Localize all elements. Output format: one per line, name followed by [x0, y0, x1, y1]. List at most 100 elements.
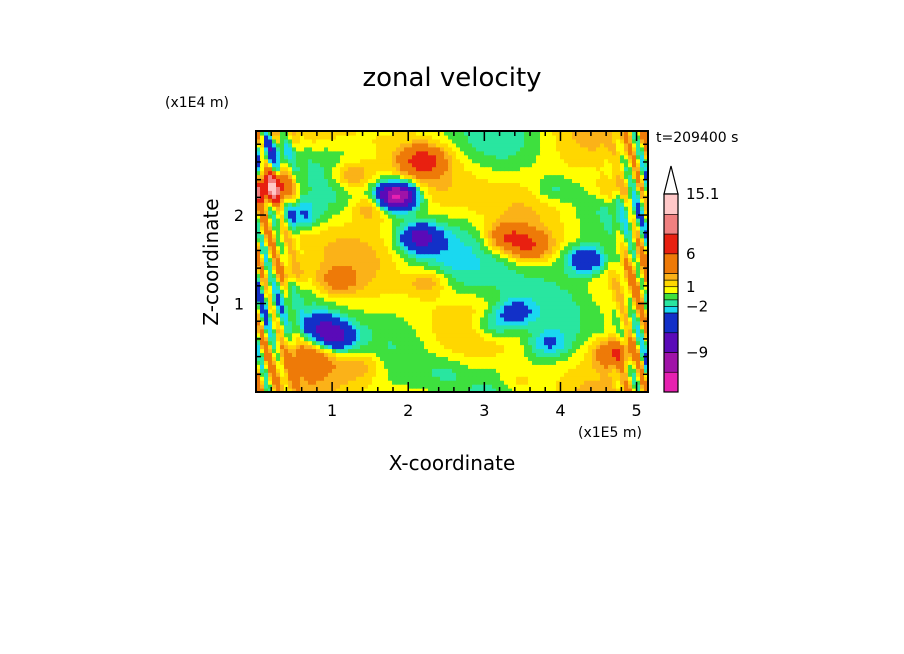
field-cell — [460, 372, 465, 377]
field-cell — [328, 364, 333, 369]
field-cell — [436, 316, 441, 322]
field-cell — [460, 324, 465, 330]
field-cell — [504, 194, 509, 199]
field-cell — [508, 206, 513, 211]
field-cell — [256, 210, 261, 215]
field-cell — [552, 372, 557, 377]
field-cell — [500, 305, 505, 310]
field-cell — [604, 190, 609, 195]
field-cell — [352, 218, 357, 223]
field-cell — [576, 364, 581, 369]
field-cell — [540, 253, 545, 259]
field-cell — [584, 340, 589, 346]
field-cell — [256, 233, 261, 239]
field-cell — [484, 293, 489, 298]
field-cell — [368, 249, 373, 255]
field-cell — [312, 388, 317, 392]
field-cell — [600, 241, 605, 247]
field-cell — [264, 320, 269, 326]
field-cell — [392, 372, 397, 377]
field-cell — [512, 225, 517, 231]
field-cell — [440, 190, 445, 195]
field-cell — [592, 293, 597, 298]
field-cell — [536, 372, 541, 377]
field-cell — [464, 253, 469, 259]
field-cell — [404, 336, 409, 342]
field-cell — [508, 229, 513, 235]
field-cell — [468, 293, 473, 298]
field-cell — [348, 320, 353, 326]
field-cell — [508, 356, 513, 361]
field-cell — [532, 261, 537, 267]
field-cell — [360, 241, 365, 247]
field-cell — [256, 316, 261, 322]
field-cell — [644, 237, 648, 243]
field-cell — [412, 336, 417, 342]
field-cell — [268, 289, 273, 294]
field-cell — [600, 261, 605, 267]
field-cell — [420, 320, 425, 326]
field-cell — [632, 360, 637, 365]
field-cell — [436, 249, 441, 255]
field-cell — [624, 237, 629, 243]
field-cell — [436, 265, 441, 270]
field-cell — [372, 336, 377, 342]
field-cell — [316, 233, 321, 239]
field-cell — [480, 277, 485, 282]
field-cell — [508, 233, 513, 239]
field-cell — [460, 265, 465, 270]
field-cell — [284, 257, 289, 263]
field-cell — [644, 376, 648, 381]
field-cell — [544, 372, 549, 377]
field-cell — [576, 384, 581, 389]
field-cell — [524, 372, 529, 377]
field-cell — [516, 194, 521, 199]
field-cell — [312, 348, 317, 354]
field-cell — [272, 206, 277, 211]
field-cell — [364, 324, 369, 330]
field-cell — [620, 261, 625, 267]
field-cell — [472, 233, 477, 239]
field-cell — [576, 308, 581, 314]
field-cell — [456, 257, 461, 263]
field-cell — [368, 328, 373, 334]
field-cell — [508, 372, 513, 377]
field-cell — [400, 388, 405, 392]
field-cell — [612, 289, 617, 294]
field-cell — [340, 241, 345, 247]
field-cell — [560, 225, 565, 231]
field-cell — [276, 269, 281, 274]
field-cell — [336, 214, 341, 219]
field-cell — [328, 285, 333, 290]
field-cell — [552, 210, 557, 215]
field-cell — [328, 237, 333, 243]
field-cell — [292, 308, 297, 314]
field-cell — [364, 348, 369, 354]
field-cell — [296, 328, 301, 334]
field-cell — [428, 380, 433, 385]
field-cell — [348, 237, 353, 243]
field-cell — [520, 233, 525, 239]
field-cell — [580, 194, 585, 199]
field-cell — [596, 190, 601, 195]
field-cell — [400, 340, 405, 346]
field-cell — [588, 198, 593, 203]
field-cell — [424, 352, 429, 357]
field-cell — [416, 261, 421, 267]
field-cell — [300, 285, 305, 290]
field-cell — [308, 253, 313, 259]
field-cell — [588, 285, 593, 290]
field-cell — [256, 388, 261, 392]
field-cell — [604, 202, 609, 207]
field-cell — [628, 293, 633, 298]
field-cell — [512, 261, 517, 267]
field-cell — [604, 241, 609, 247]
field-cell — [440, 285, 445, 290]
field-cell — [592, 388, 597, 392]
field-cell — [324, 285, 329, 290]
field-cell — [312, 320, 317, 326]
field-cell — [488, 320, 493, 326]
field-cell — [420, 245, 425, 251]
field-cell — [608, 293, 613, 298]
field-cell — [396, 384, 401, 389]
